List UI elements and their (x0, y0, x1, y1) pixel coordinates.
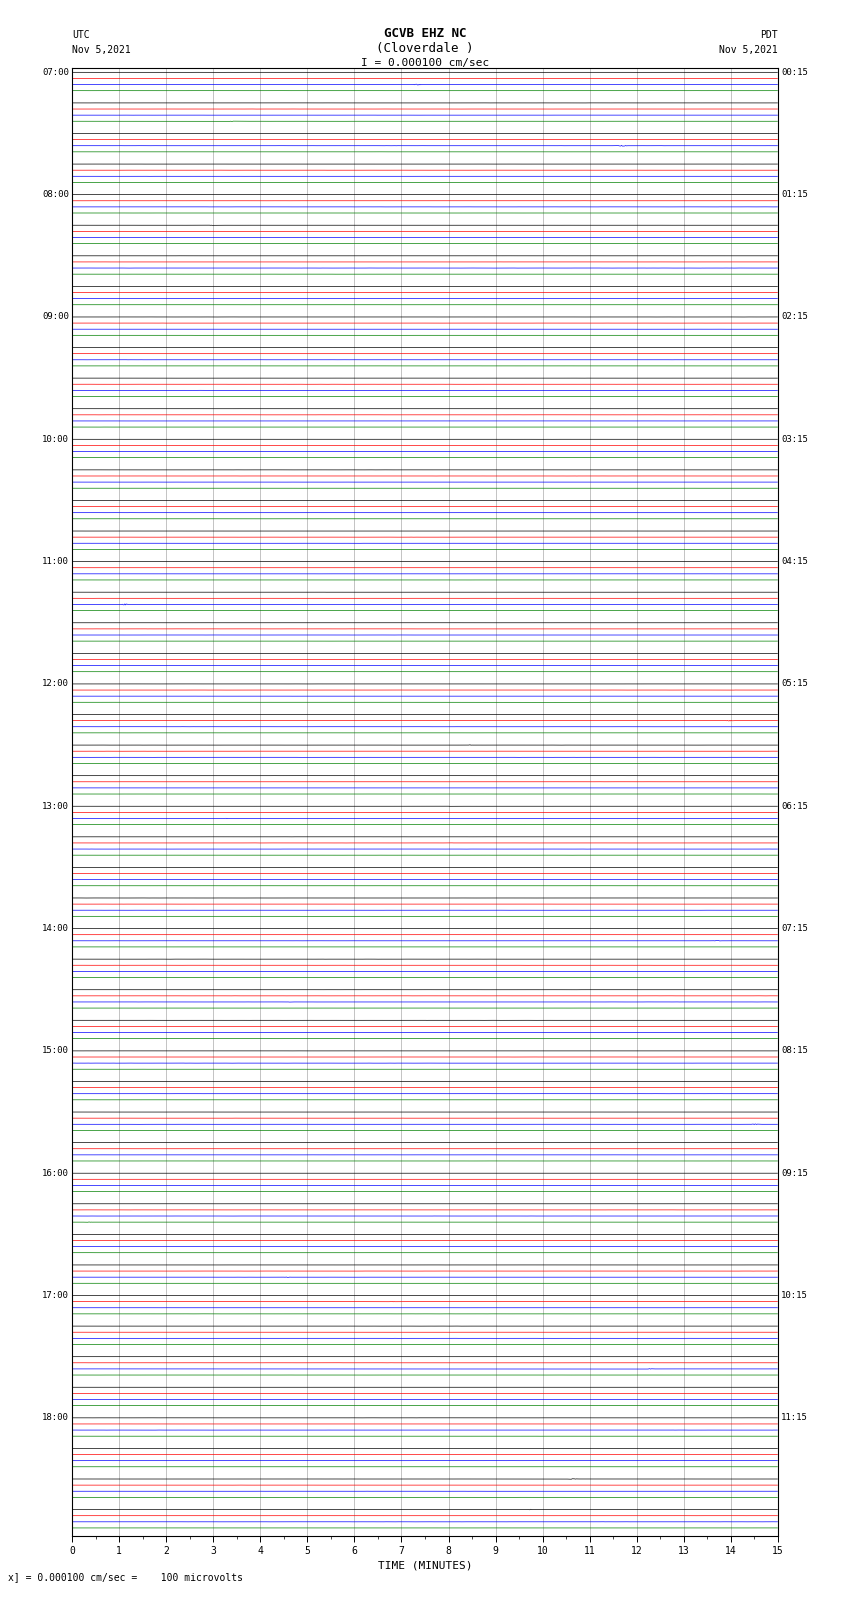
Text: 10:15: 10:15 (781, 1290, 808, 1300)
Text: 17:00: 17:00 (42, 1290, 69, 1300)
Text: 08:00: 08:00 (42, 190, 69, 198)
Text: Nov 5,2021: Nov 5,2021 (72, 45, 131, 55)
Text: 14:00: 14:00 (42, 924, 69, 932)
Text: 00:15: 00:15 (781, 68, 808, 77)
Text: 04:15: 04:15 (781, 556, 808, 566)
Text: 10:00: 10:00 (42, 436, 69, 444)
Text: 09:15: 09:15 (781, 1169, 808, 1177)
Text: 11:15: 11:15 (781, 1413, 808, 1423)
Text: 15:00: 15:00 (42, 1047, 69, 1055)
Text: 12:00: 12:00 (42, 679, 69, 689)
Text: x] = 0.000100 cm/sec =    100 microvolts: x] = 0.000100 cm/sec = 100 microvolts (8, 1573, 243, 1582)
Text: PDT: PDT (760, 31, 778, 40)
Text: 06:15: 06:15 (781, 802, 808, 811)
Text: 07:15: 07:15 (781, 924, 808, 932)
Text: 18:00: 18:00 (42, 1413, 69, 1423)
Text: 16:00: 16:00 (42, 1169, 69, 1177)
Text: I = 0.000100 cm/sec: I = 0.000100 cm/sec (361, 58, 489, 68)
Text: 01:15: 01:15 (781, 190, 808, 198)
Text: 09:00: 09:00 (42, 313, 69, 321)
X-axis label: TIME (MINUTES): TIME (MINUTES) (377, 1560, 473, 1569)
Text: 11:00: 11:00 (42, 556, 69, 566)
Text: 05:15: 05:15 (781, 679, 808, 689)
Text: 08:15: 08:15 (781, 1047, 808, 1055)
Text: UTC: UTC (72, 31, 90, 40)
Text: 07:00: 07:00 (42, 68, 69, 77)
Text: (Cloverdale ): (Cloverdale ) (377, 42, 473, 55)
Text: 03:15: 03:15 (781, 436, 808, 444)
Text: 02:15: 02:15 (781, 313, 808, 321)
Text: Nov 5,2021: Nov 5,2021 (719, 45, 778, 55)
Text: 13:00: 13:00 (42, 802, 69, 811)
Text: GCVB EHZ NC: GCVB EHZ NC (383, 27, 467, 40)
